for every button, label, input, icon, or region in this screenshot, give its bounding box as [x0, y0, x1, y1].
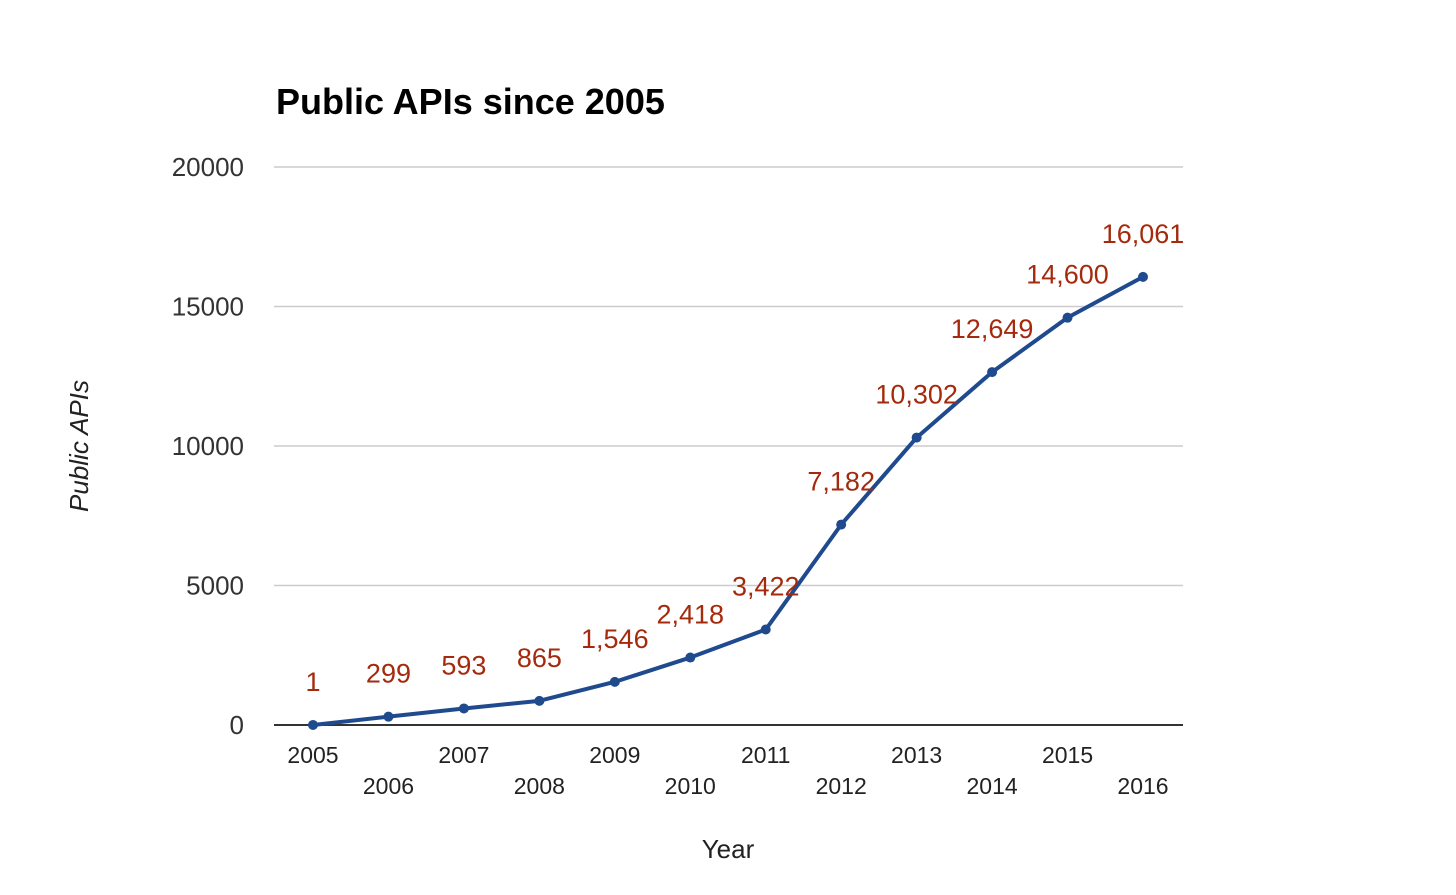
x-axis-ticks: 2005 2006 2007 2008 2009 2010 2011 2012 2013 2014… [287, 742, 1168, 799]
data-point [609, 676, 620, 687]
x-tick-label: 2006 [363, 773, 414, 799]
data-label: 14,600 [1026, 260, 1109, 290]
data-label: 7,182 [807, 467, 875, 497]
data-label: 865 [517, 643, 562, 673]
x-tick-label: 2007 [438, 742, 489, 768]
y-tick-label: 10000 [172, 431, 244, 461]
x-tick-label: 2014 [967, 773, 1018, 799]
x-tick-label: 2012 [816, 773, 867, 799]
x-tick-label: 2009 [589, 742, 640, 768]
data-point [308, 719, 318, 730]
data-label: 593 [441, 650, 486, 680]
chart-title: Public APIs since 2005 [276, 81, 665, 122]
x-axis-label: Year [702, 834, 755, 864]
data-point [685, 652, 696, 663]
data-point [911, 432, 922, 443]
data-label: 3,422 [732, 572, 800, 602]
x-tick-label: 2008 [514, 773, 565, 799]
gridlines [274, 166, 1183, 726]
data-point [760, 624, 771, 635]
x-tick-label: 2016 [1117, 773, 1168, 799]
y-tick-label: 0 [230, 710, 244, 740]
data-point [1062, 312, 1073, 323]
data-label: 16,061 [1102, 219, 1185, 249]
x-tick-label: 2013 [891, 742, 942, 768]
data-label: 12,649 [951, 314, 1034, 344]
x-tick-label: 2011 [741, 742, 790, 768]
data-point [1138, 271, 1148, 282]
data-point [534, 695, 545, 706]
data-label: 299 [366, 659, 411, 689]
y-tick-label: 5000 [186, 571, 244, 601]
data-point [836, 519, 847, 530]
x-tick-label: 2010 [665, 773, 716, 799]
data-point [987, 367, 998, 378]
x-tick-label: 2015 [1042, 742, 1093, 768]
data-point [458, 703, 469, 714]
data-label: 10,302 [875, 380, 958, 410]
y-tick-label: 15000 [172, 292, 244, 322]
data-label: 2,418 [656, 600, 724, 630]
y-axis-ticks: 0 5000 10000 15000 20000 [172, 152, 244, 740]
x-tick-label: 2005 [287, 742, 338, 768]
data-label: 1 [305, 667, 320, 697]
series-line [311, 274, 1145, 727]
y-tick-label: 20000 [172, 152, 244, 182]
data-series [308, 271, 1148, 730]
data-point [383, 711, 394, 722]
y-axis-label: Public APIs [64, 380, 94, 512]
data-label: 1,546 [581, 624, 649, 654]
